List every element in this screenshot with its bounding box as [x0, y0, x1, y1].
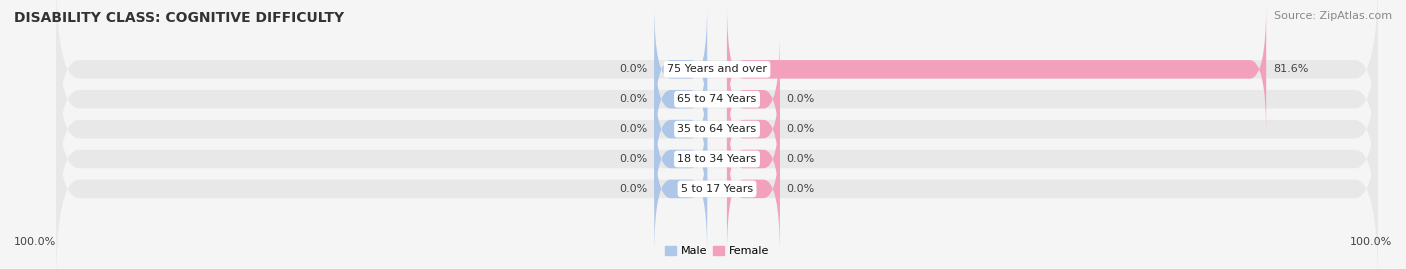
- Text: 0.0%: 0.0%: [786, 94, 814, 104]
- FancyBboxPatch shape: [654, 34, 707, 165]
- FancyBboxPatch shape: [727, 64, 780, 194]
- Text: 65 to 74 Years: 65 to 74 Years: [678, 94, 756, 104]
- FancyBboxPatch shape: [56, 34, 1378, 224]
- Text: 0.0%: 0.0%: [786, 124, 814, 134]
- FancyBboxPatch shape: [654, 94, 707, 224]
- Text: 100.0%: 100.0%: [1350, 238, 1392, 247]
- Text: 5 to 17 Years: 5 to 17 Years: [681, 184, 754, 194]
- Legend: Male, Female: Male, Female: [661, 241, 773, 261]
- Text: DISABILITY CLASS: COGNITIVE DIFFICULTY: DISABILITY CLASS: COGNITIVE DIFFICULTY: [14, 11, 344, 25]
- Text: 100.0%: 100.0%: [14, 238, 56, 247]
- Text: 0.0%: 0.0%: [620, 154, 648, 164]
- FancyBboxPatch shape: [727, 4, 1267, 135]
- Text: 18 to 34 Years: 18 to 34 Years: [678, 154, 756, 164]
- FancyBboxPatch shape: [654, 4, 707, 135]
- FancyBboxPatch shape: [56, 0, 1378, 165]
- Text: 75 Years and over: 75 Years and over: [666, 64, 768, 74]
- FancyBboxPatch shape: [56, 94, 1378, 269]
- Text: 0.0%: 0.0%: [620, 94, 648, 104]
- Text: Source: ZipAtlas.com: Source: ZipAtlas.com: [1274, 11, 1392, 21]
- Text: 0.0%: 0.0%: [620, 124, 648, 134]
- FancyBboxPatch shape: [654, 64, 707, 194]
- FancyBboxPatch shape: [727, 34, 780, 165]
- Text: 0.0%: 0.0%: [786, 184, 814, 194]
- FancyBboxPatch shape: [727, 123, 780, 254]
- FancyBboxPatch shape: [654, 123, 707, 254]
- Text: 35 to 64 Years: 35 to 64 Years: [678, 124, 756, 134]
- Text: 0.0%: 0.0%: [620, 64, 648, 74]
- FancyBboxPatch shape: [727, 94, 780, 224]
- Text: 0.0%: 0.0%: [786, 154, 814, 164]
- FancyBboxPatch shape: [56, 4, 1378, 194]
- Text: 0.0%: 0.0%: [620, 184, 648, 194]
- Text: 81.6%: 81.6%: [1272, 64, 1308, 74]
- FancyBboxPatch shape: [56, 64, 1378, 254]
